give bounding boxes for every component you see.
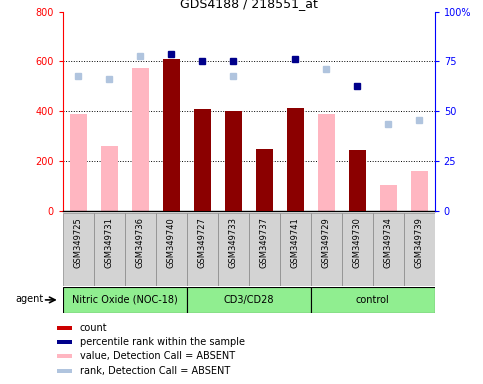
Text: GSM349725: GSM349725 bbox=[74, 217, 83, 268]
Bar bbox=[187, 213, 218, 286]
Bar bbox=[94, 213, 125, 286]
Text: percentile rank within the sample: percentile rank within the sample bbox=[80, 337, 245, 347]
Bar bbox=[287, 108, 304, 211]
Text: Nitric Oxide (NOC-18): Nitric Oxide (NOC-18) bbox=[72, 295, 178, 305]
Text: GSM349739: GSM349739 bbox=[415, 217, 424, 268]
Bar bbox=[225, 111, 242, 211]
Bar bbox=[311, 213, 342, 286]
Bar bbox=[156, 213, 187, 286]
Bar bbox=[318, 114, 335, 211]
Text: GSM349740: GSM349740 bbox=[167, 217, 176, 268]
Text: GSM349731: GSM349731 bbox=[105, 217, 114, 268]
Bar bbox=[380, 185, 397, 211]
Text: GSM349733: GSM349733 bbox=[229, 217, 238, 268]
Bar bbox=[225, 111, 242, 211]
Bar bbox=[311, 287, 435, 313]
Text: GSM349741: GSM349741 bbox=[291, 217, 300, 268]
Bar bbox=[280, 213, 311, 286]
Bar bbox=[194, 109, 211, 211]
Bar bbox=[163, 59, 180, 211]
Bar bbox=[256, 149, 273, 211]
Text: CD3/CD28: CD3/CD28 bbox=[224, 295, 274, 305]
Text: GSM349737: GSM349737 bbox=[260, 217, 269, 268]
Bar bbox=[57, 369, 72, 373]
Bar bbox=[101, 146, 118, 211]
Text: count: count bbox=[80, 323, 107, 333]
Text: GSM349729: GSM349729 bbox=[322, 217, 331, 268]
Bar bbox=[57, 340, 72, 344]
Bar bbox=[187, 287, 311, 313]
Bar bbox=[373, 213, 404, 286]
Text: GSM349727: GSM349727 bbox=[198, 217, 207, 268]
Bar bbox=[287, 108, 304, 211]
Text: GSM349734: GSM349734 bbox=[384, 217, 393, 268]
Bar bbox=[256, 149, 273, 211]
Bar bbox=[57, 326, 72, 330]
Bar bbox=[125, 213, 156, 286]
Bar bbox=[57, 354, 72, 358]
Bar bbox=[411, 171, 428, 211]
Bar bbox=[63, 287, 187, 313]
Text: value, Detection Call = ABSENT: value, Detection Call = ABSENT bbox=[80, 351, 235, 361]
Bar bbox=[342, 213, 373, 286]
Bar bbox=[249, 213, 280, 286]
Bar bbox=[70, 114, 87, 211]
Bar bbox=[194, 109, 211, 211]
Text: rank, Detection Call = ABSENT: rank, Detection Call = ABSENT bbox=[80, 366, 230, 376]
Bar bbox=[63, 213, 94, 286]
Bar bbox=[218, 213, 249, 286]
Bar bbox=[349, 150, 366, 211]
Text: GSM349736: GSM349736 bbox=[136, 217, 145, 268]
Text: GSM349730: GSM349730 bbox=[353, 217, 362, 268]
Bar bbox=[404, 213, 435, 286]
Bar bbox=[132, 68, 149, 211]
Title: GDS4188 / 218551_at: GDS4188 / 218551_at bbox=[180, 0, 318, 10]
Text: agent: agent bbox=[15, 294, 44, 304]
Text: control: control bbox=[356, 295, 390, 305]
